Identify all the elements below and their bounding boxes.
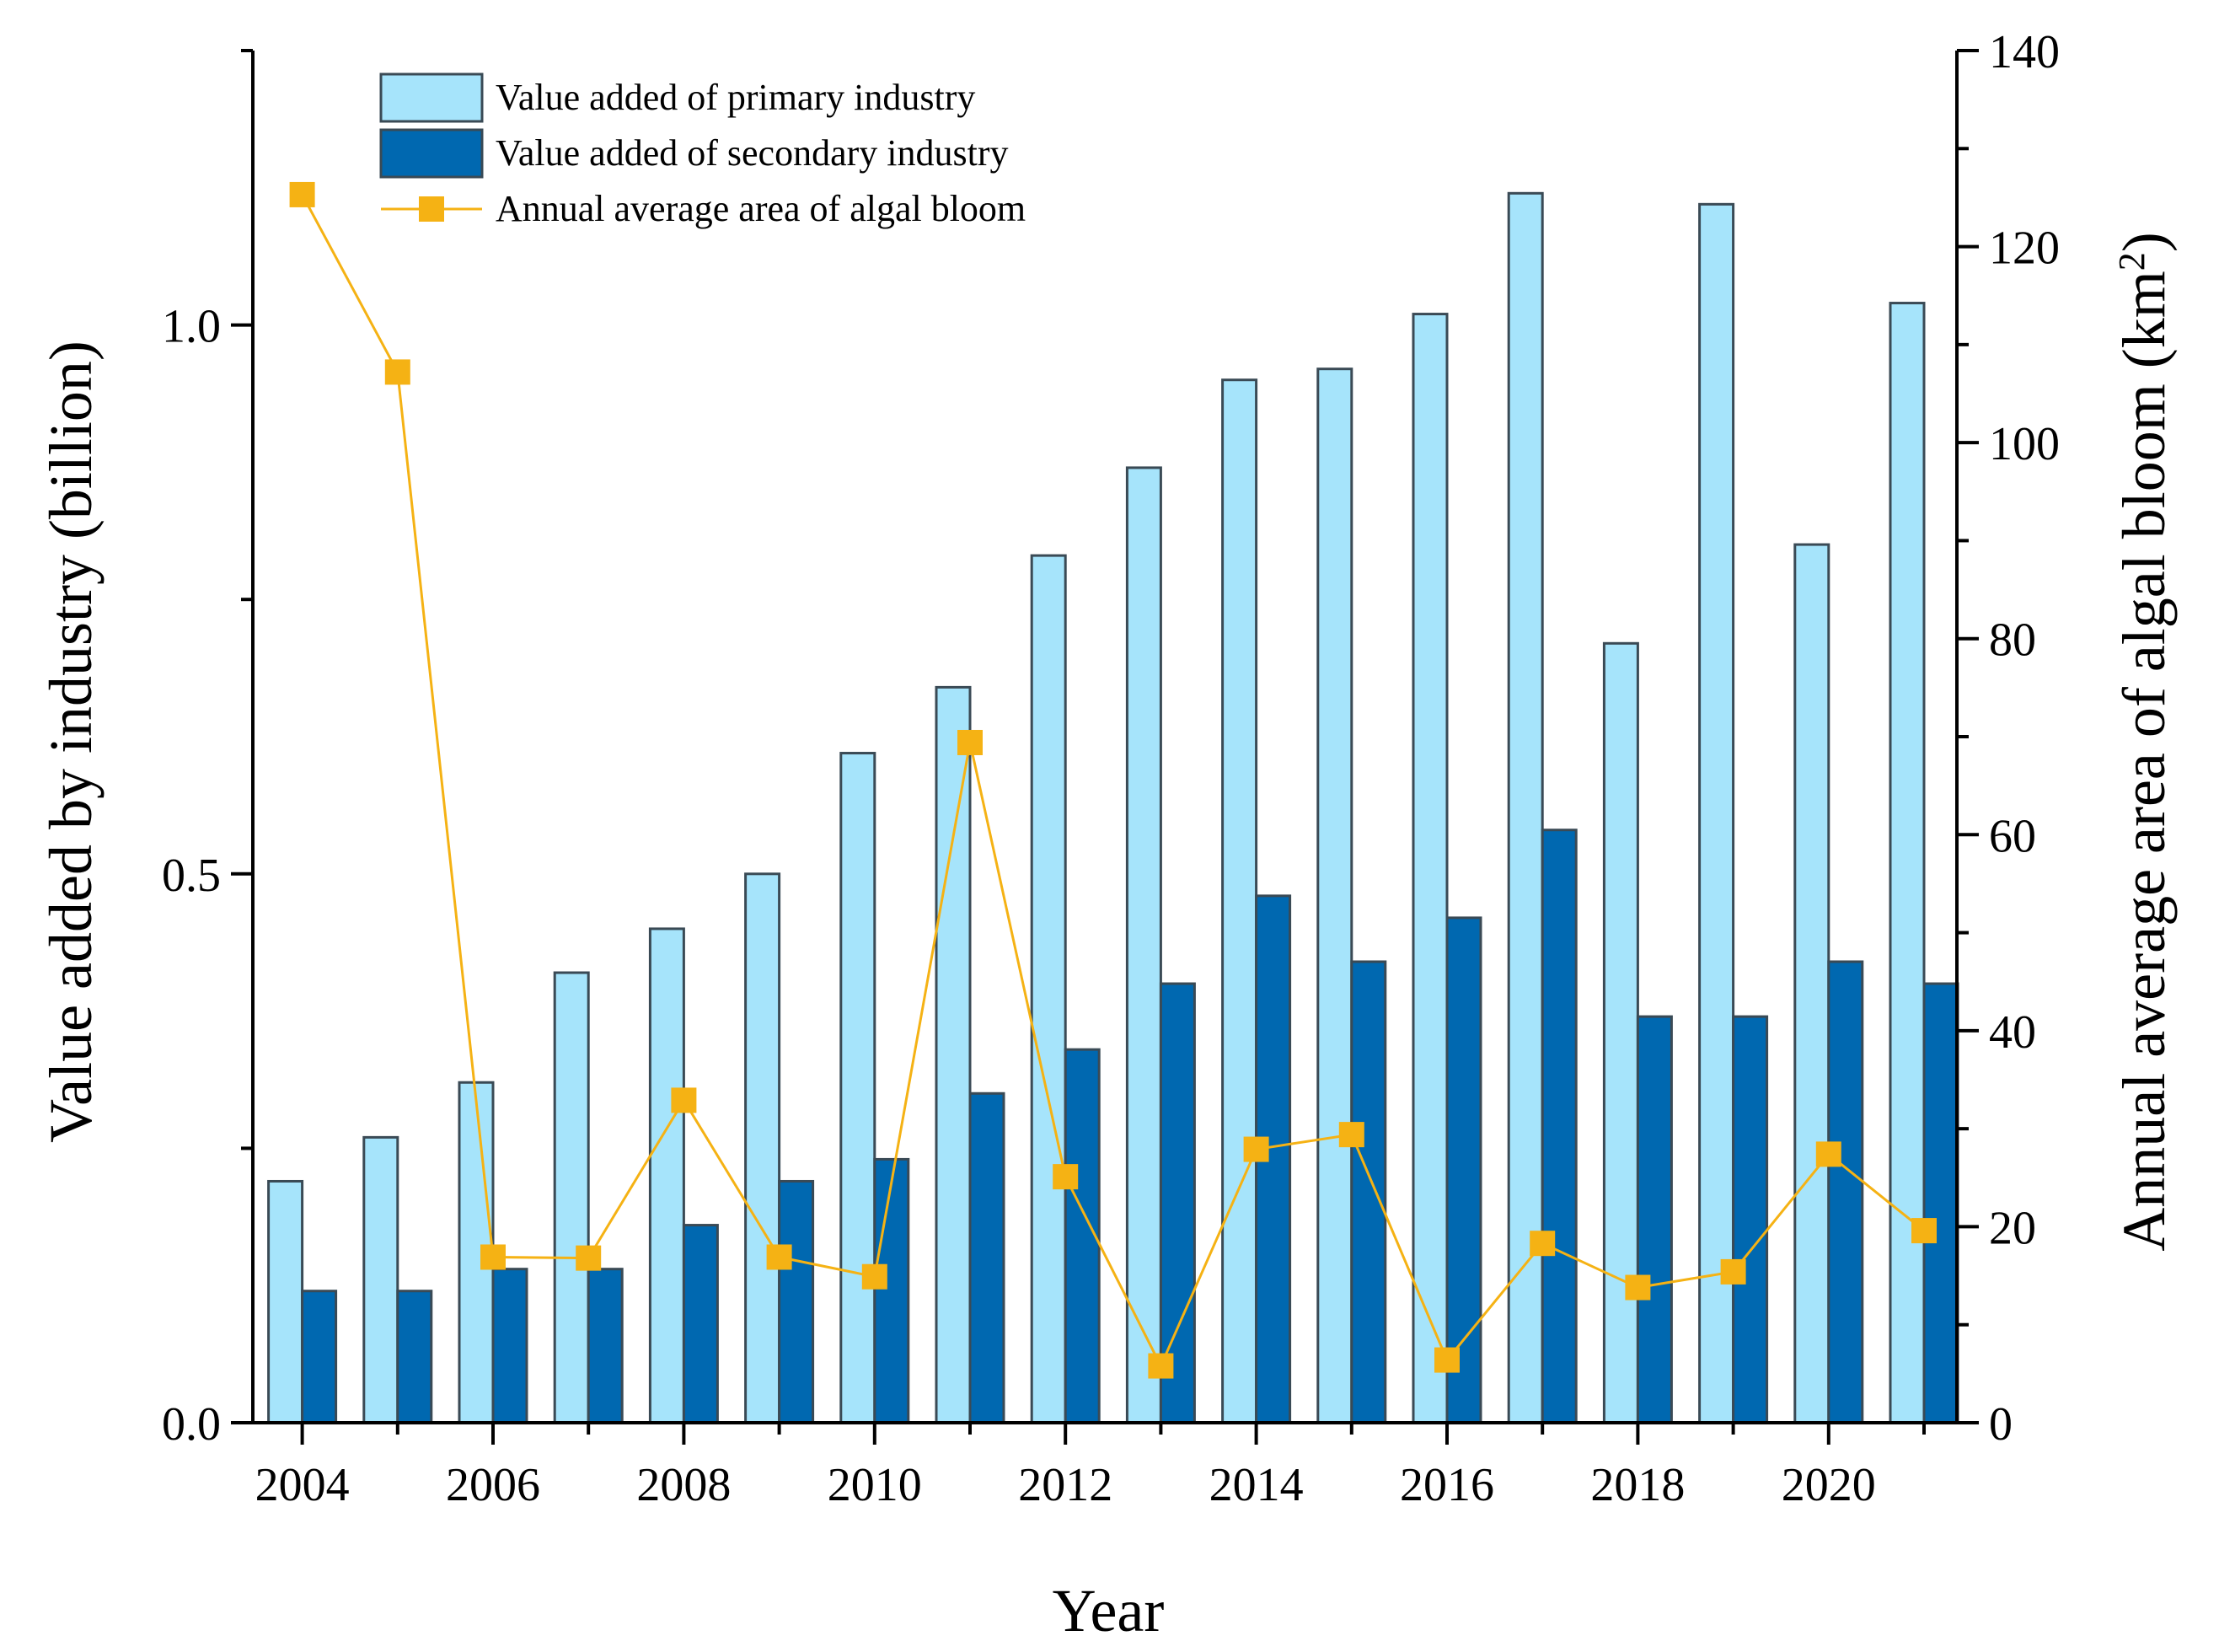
bar-secondary-2016 bbox=[1445, 916, 1482, 1424]
bar-primary-2005 bbox=[362, 1135, 399, 1424]
y-axis-right-title-sup: 2 bbox=[2111, 252, 2152, 271]
y-tick-label: 0.0 bbox=[162, 1398, 221, 1451]
bar-secondary-2010 bbox=[873, 1157, 910, 1424]
bar-primary-2018 bbox=[1602, 641, 1639, 1424]
bar-primary-2021 bbox=[1889, 302, 1926, 1424]
algal-bloom-marker-2012 bbox=[1053, 1164, 1079, 1190]
algal-bloom-marker-2020 bbox=[1815, 1141, 1841, 1167]
algal-bloom-marker-2013 bbox=[1148, 1353, 1174, 1379]
bar-secondary-2021 bbox=[1922, 982, 1959, 1424]
bar-primary-2016 bbox=[1412, 313, 1449, 1424]
bar-secondary-2015 bbox=[1350, 960, 1387, 1424]
algal-bloom-marker-2015 bbox=[1338, 1122, 1364, 1148]
bar-primary-2007 bbox=[553, 971, 590, 1424]
y-axis-right-title-main: Annual average area of algal bloom (km bbox=[2110, 271, 2178, 1252]
bar-primary-2010 bbox=[839, 752, 876, 1424]
x-tick-label: 2016 bbox=[1400, 1459, 1494, 1511]
algal-bloom-marker-2009 bbox=[766, 1244, 792, 1270]
algal-bloom-marker-2018 bbox=[1625, 1274, 1651, 1301]
y-right-tick-label: 40 bbox=[1989, 1006, 2036, 1059]
bar-secondary-2004 bbox=[301, 1290, 338, 1424]
x-tick-label: 2018 bbox=[1590, 1459, 1685, 1511]
x-tick-label: 2004 bbox=[255, 1459, 350, 1511]
bars-layer bbox=[267, 191, 1959, 1424]
y-right-tick-label: 60 bbox=[1989, 810, 2036, 862]
y-tick-label: 1.0 bbox=[162, 301, 221, 353]
x-tick-label: 2012 bbox=[1018, 1459, 1112, 1511]
algal-bloom-line bbox=[301, 194, 1925, 1370]
algal-bloom-marker-2006 bbox=[480, 1244, 506, 1270]
y-right-tick-label: 120 bbox=[1989, 223, 2060, 275]
algal-bloom-marker-2011 bbox=[957, 729, 983, 755]
algal-bloom-marker-2017 bbox=[1530, 1231, 1556, 1257]
x-tick-label: 2020 bbox=[1782, 1459, 1876, 1511]
bar-primary-2013 bbox=[1125, 466, 1162, 1424]
y-axis-right-title-close: ) bbox=[2110, 232, 2178, 252]
bar-primary-2008 bbox=[648, 927, 685, 1424]
algal-bloom-marker-2008 bbox=[671, 1087, 697, 1113]
y-right-tick-label: 0 bbox=[1989, 1398, 2013, 1451]
algal-bloom-marker-2014 bbox=[1243, 1136, 1269, 1162]
legend: Value added of primary industry Value ad… bbox=[379, 72, 1026, 229]
bar-secondary-2005 bbox=[396, 1290, 433, 1424]
algal-bloom-marker-2004 bbox=[289, 181, 315, 207]
y-right-tick-label: 100 bbox=[1989, 418, 2060, 470]
x-axis-title: Year bbox=[1053, 1577, 1165, 1644]
legend-marker-algal bbox=[419, 196, 444, 222]
legend-label-primary: Value added of primary industry bbox=[496, 77, 975, 118]
bar-secondary-2007 bbox=[587, 1268, 624, 1424]
bar-secondary-2009 bbox=[778, 1179, 815, 1424]
algal-bloom-line-layer bbox=[289, 181, 1937, 1379]
bar-primary-2012 bbox=[1030, 554, 1067, 1424]
bar-primary-2014 bbox=[1221, 378, 1258, 1424]
bar-primary-2004 bbox=[267, 1179, 304, 1424]
bar-primary-2009 bbox=[744, 872, 781, 1424]
bar-primary-2015 bbox=[1316, 367, 1353, 1424]
algal-bloom-marker-2019 bbox=[1720, 1258, 1746, 1285]
bar-secondary-2018 bbox=[1636, 1015, 1673, 1424]
ticks-layer: 0.0 0.5 1.0 0 20 40 60 80 100 120 140 2004 2006 2008 2… bbox=[162, 26, 2060, 1511]
bar-primary-2019 bbox=[1698, 202, 1735, 1424]
algal-bloom-marker-2021 bbox=[1911, 1218, 1937, 1244]
legend-label-secondary: Value added of secondary industry bbox=[496, 132, 1008, 174]
algal-bloom-marker-2005 bbox=[384, 359, 410, 385]
x-tick-label: 2008 bbox=[636, 1459, 731, 1511]
algal-bloom-marker-2007 bbox=[576, 1245, 602, 1271]
legend-label-algal: Annual average area of algal bloom bbox=[496, 188, 1026, 229]
y-right-tick-label: 80 bbox=[1989, 614, 2036, 667]
x-tick-label: 2006 bbox=[446, 1459, 540, 1511]
x-tick-label: 2014 bbox=[1209, 1459, 1304, 1511]
y-axis-right-title: Annual average area of algal bloom (km2) bbox=[2110, 232, 2178, 1251]
algal-bloom-marker-2016 bbox=[1434, 1347, 1460, 1373]
bar-secondary-2008 bbox=[682, 1224, 719, 1424]
bar-secondary-2011 bbox=[968, 1092, 1005, 1424]
y-tick-label: 0.5 bbox=[162, 850, 221, 902]
bar-primary-2011 bbox=[935, 685, 972, 1424]
legend-swatch-primary bbox=[379, 72, 484, 123]
y-axis-title: Value added by industry (billion) bbox=[37, 341, 105, 1143]
x-tick-label: 2010 bbox=[828, 1459, 922, 1511]
bar-secondary-2020 bbox=[1827, 960, 1864, 1424]
bar-secondary-2019 bbox=[1732, 1015, 1769, 1424]
bar-primary-2020 bbox=[1793, 543, 1830, 1424]
legend-swatch-secondary bbox=[379, 128, 484, 179]
bar-secondary-2017 bbox=[1541, 829, 1578, 1424]
algal-bloom-marker-2010 bbox=[861, 1263, 887, 1290]
bar-secondary-2006 bbox=[491, 1268, 528, 1424]
y-right-tick-label: 140 bbox=[1989, 26, 2060, 78]
y-right-tick-label: 20 bbox=[1989, 1202, 2036, 1254]
